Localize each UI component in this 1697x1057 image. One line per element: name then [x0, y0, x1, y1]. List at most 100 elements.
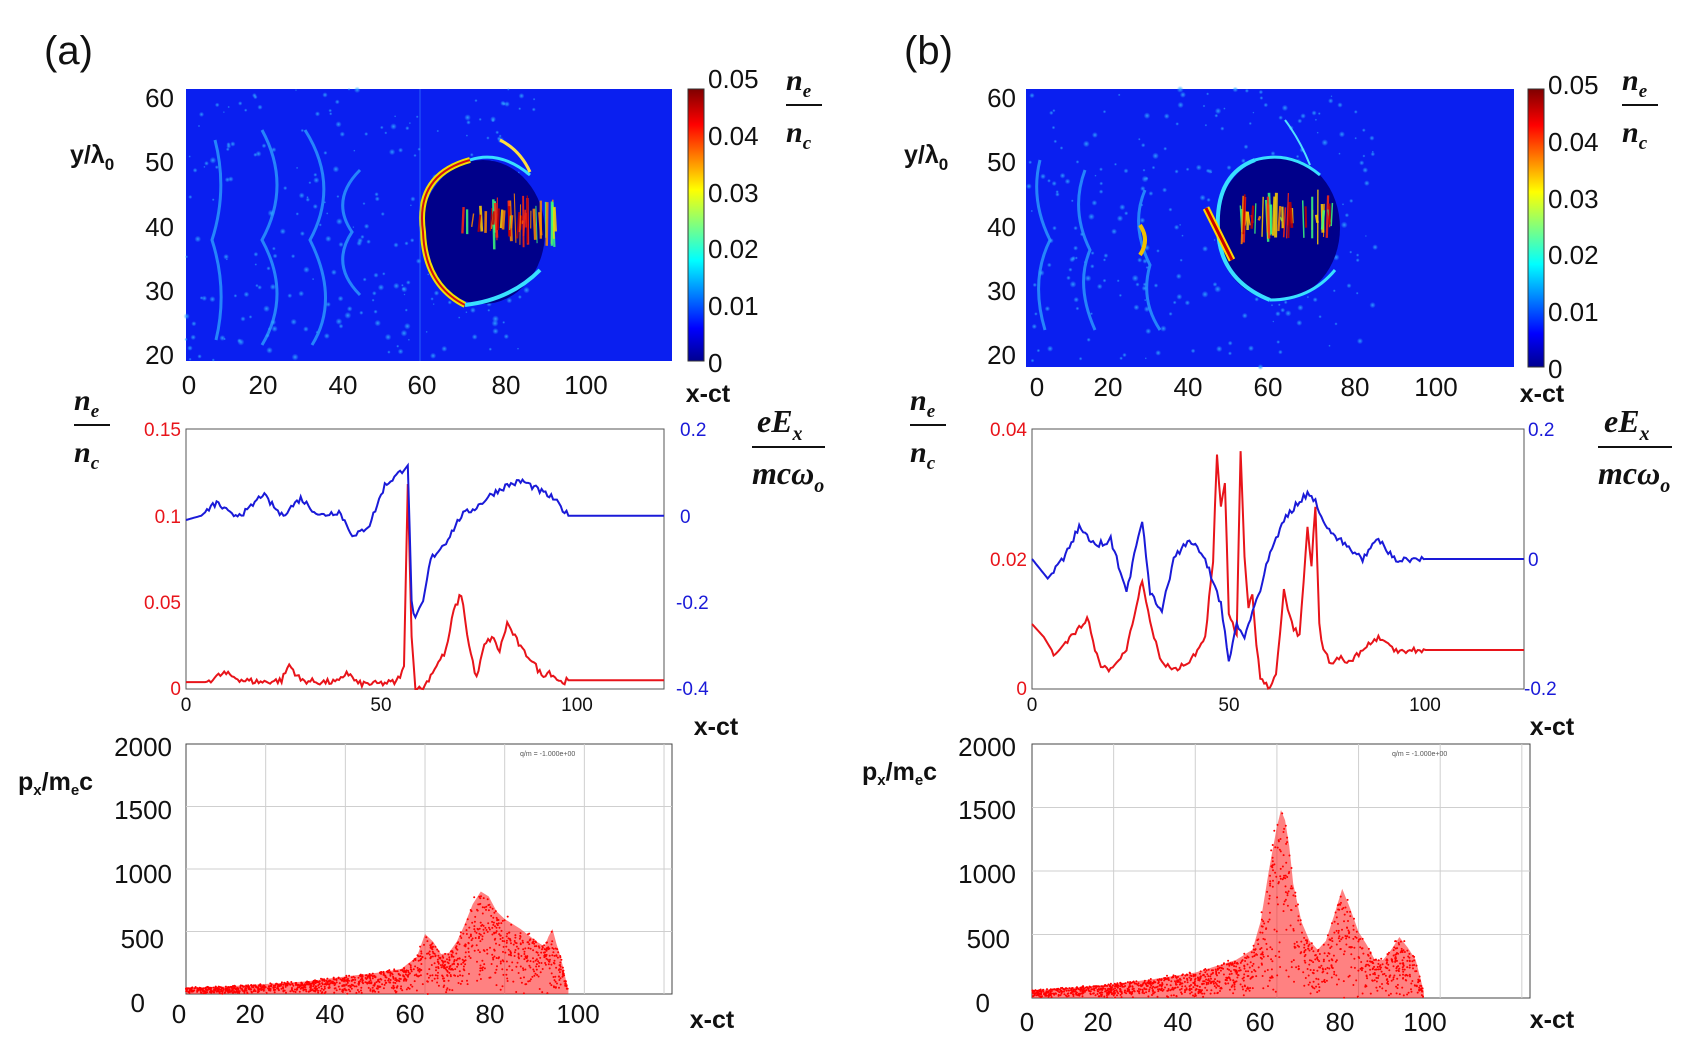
noise-speck	[314, 111, 321, 117]
particle	[504, 951, 507, 954]
particle	[1397, 942, 1400, 944]
noise-speck	[404, 241, 409, 246]
particle	[196, 990, 199, 993]
particle	[325, 983, 328, 986]
noise-speck	[1270, 151, 1276, 156]
particle	[468, 955, 471, 958]
particle	[1408, 952, 1411, 955]
noise-speck	[1185, 167, 1190, 172]
phase-x-axis: 0 20 40 60 80 100	[1020, 1007, 1447, 1037]
particle	[1233, 983, 1236, 986]
particle	[1148, 990, 1150, 993]
particle	[1122, 985, 1125, 988]
noise-speck	[356, 240, 363, 247]
particle	[1204, 971, 1207, 974]
noise-speck	[318, 223, 322, 227]
noise-speck	[185, 255, 189, 259]
particle	[550, 943, 553, 946]
particle	[1281, 812, 1284, 815]
noise-speck	[308, 181, 312, 185]
colorbar-tick: 0	[708, 348, 722, 378]
particle	[502, 973, 505, 976]
particle	[1350, 966, 1353, 969]
particle	[452, 955, 455, 958]
particle	[436, 977, 439, 980]
particle	[1243, 952, 1246, 955]
svg-text:eEx: eEx	[757, 403, 803, 445]
particle	[331, 981, 334, 984]
noise-speck	[531, 107, 536, 112]
particle	[1333, 973, 1336, 976]
particle	[465, 933, 468, 935]
particle	[1100, 993, 1103, 996]
particle	[1335, 916, 1338, 919]
particle	[558, 986, 560, 989]
noise-speck	[305, 197, 310, 202]
beam-streak	[1287, 210, 1291, 226]
particle	[462, 961, 465, 964]
particle	[430, 947, 433, 950]
particle	[545, 949, 548, 952]
particle	[430, 955, 433, 958]
particle	[366, 982, 369, 985]
noise-speck	[323, 333, 330, 339]
y-axis-label: y/λ0	[904, 141, 948, 174]
beam-streak	[496, 208, 500, 231]
particle	[1377, 962, 1380, 965]
noise-speck	[394, 115, 397, 118]
particle	[1089, 986, 1092, 989]
particle	[1072, 990, 1075, 993]
particle	[1128, 982, 1131, 985]
particle	[1222, 967, 1225, 970]
particle	[1202, 980, 1205, 983]
particle	[1312, 969, 1315, 972]
noise-speck	[486, 136, 490, 140]
particle	[1238, 969, 1240, 972]
particle	[337, 985, 340, 988]
particle	[1169, 989, 1172, 992]
x-tick: 100	[1414, 372, 1457, 402]
particle	[1276, 823, 1279, 826]
particle	[1278, 950, 1281, 953]
noise-speck	[1116, 279, 1120, 283]
particle	[1314, 958, 1317, 961]
particle	[547, 960, 550, 963]
particle	[1225, 979, 1228, 982]
particle	[533, 970, 536, 973]
particle	[499, 938, 502, 940]
particle	[503, 940, 506, 943]
particle	[478, 895, 481, 898]
noise-speck	[1123, 168, 1129, 174]
particle	[1379, 968, 1382, 971]
particle	[1253, 951, 1256, 954]
particle	[420, 969, 423, 971]
particle	[543, 948, 546, 951]
particle	[1235, 965, 1238, 968]
noise-speck	[1275, 311, 1281, 317]
particle	[1214, 968, 1217, 971]
particle	[1387, 994, 1390, 997]
particle	[1386, 982, 1389, 985]
particle	[1271, 885, 1274, 888]
particle	[277, 983, 279, 986]
noise-speck	[1277, 303, 1281, 307]
noise-speck	[1328, 344, 1331, 347]
particle	[1207, 975, 1210, 978]
colorbar-tick: 0.04	[1548, 127, 1599, 157]
noise-speck	[430, 297, 434, 301]
particle	[1205, 983, 1208, 986]
particle	[1297, 903, 1299, 906]
x-tick: 60	[408, 370, 437, 400]
right-axis-ticks: 0.2 0 -0.2 -0.4	[676, 420, 709, 700]
particle	[1262, 920, 1265, 923]
noise-speck	[1030, 209, 1034, 213]
noise-speck	[1257, 364, 1264, 370]
particle	[1197, 990, 1200, 993]
particle	[1245, 957, 1248, 960]
particle	[1202, 982, 1205, 985]
beam-streak	[522, 195, 525, 248]
particle	[378, 986, 381, 988]
particle	[1387, 963, 1390, 966]
x-tick: 0	[1027, 695, 1038, 716]
particle	[1284, 885, 1287, 888]
